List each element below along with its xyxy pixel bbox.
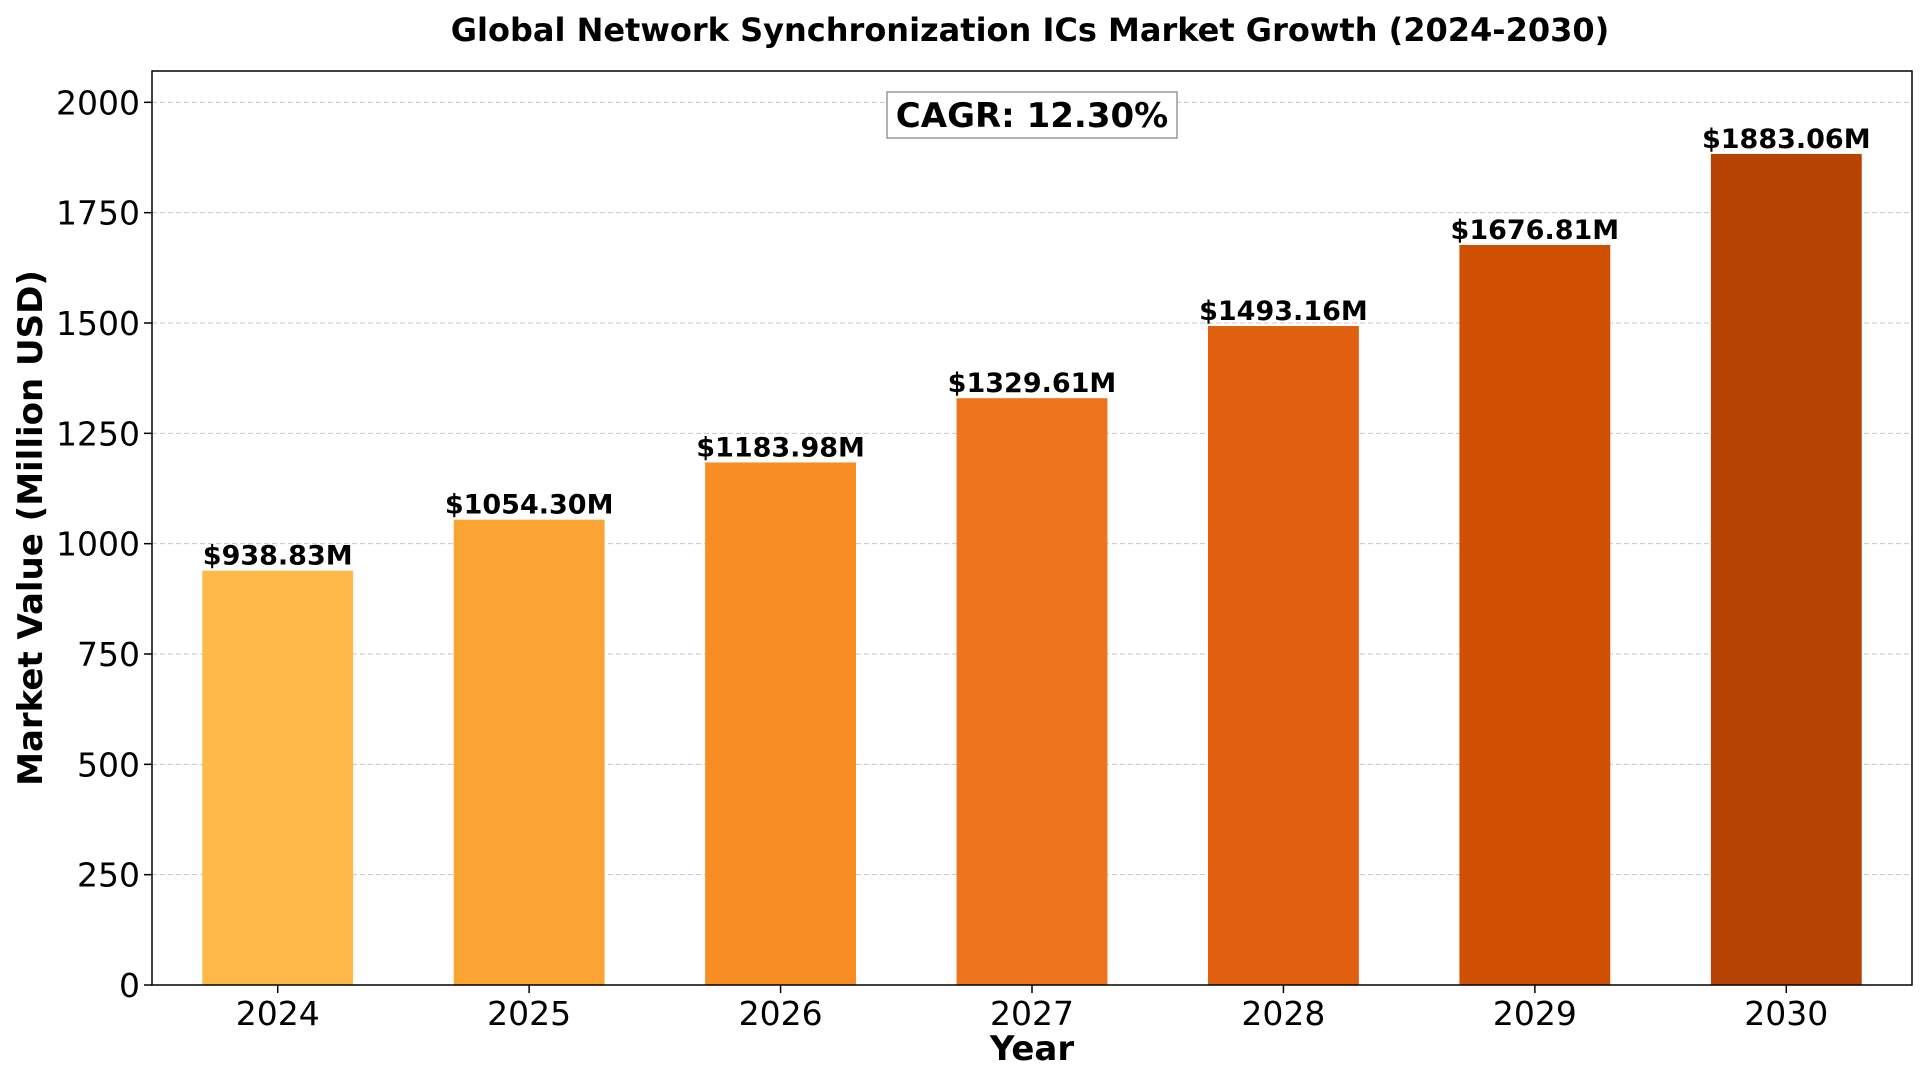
y-tick-label: 750 [77, 635, 140, 674]
y-tick-label: 0 [119, 966, 140, 1005]
bar-2028 [1208, 326, 1359, 986]
cagr-annotation: CAGR: 12.30% [886, 91, 1178, 139]
y-tick-label: 1250 [56, 414, 140, 453]
y-tick-label: 2000 [56, 83, 140, 122]
bar-2024 [202, 570, 354, 985]
y-tick-label: 250 [77, 856, 140, 895]
value-label-2025: $1054.30M [445, 490, 614, 521]
chart-title: Global Network Synchronization ICs Marke… [451, 11, 1610, 49]
y-tick-label: 1000 [56, 525, 140, 564]
bar-2026 [705, 462, 856, 985]
x-tick-label: 2024 [236, 994, 320, 1033]
bar-2029 [1459, 244, 1611, 985]
x-axis-ticks: 2024 2025 2026 2027 2028 2029 2030 [236, 985, 1828, 1033]
y-tick-label: 1750 [56, 194, 140, 233]
value-label-2030: $1883.06M [1702, 124, 1871, 155]
bars [202, 153, 1862, 986]
y-tick-label: 1500 [56, 304, 140, 343]
x-tick-label: 2030 [1744, 994, 1828, 1033]
x-tick-label: 2028 [1241, 994, 1325, 1033]
y-axis-label: Market Value (Million USD) [11, 270, 51, 786]
x-tick-label: 2027 [990, 994, 1074, 1033]
x-tick-label: 2025 [487, 994, 571, 1033]
y-axis-ticks: 0 250 500 750 1000 1250 1500 1750 2000 [56, 83, 152, 1005]
cagr-text: CAGR: 12.30% [896, 96, 1168, 136]
cagr-box-frame [886, 91, 1178, 139]
value-labels: $938.83M $1054.30M $1183.98M $1329.61M $1493… [203, 124, 1871, 572]
value-label-2029: $1676.81M [1451, 215, 1620, 246]
x-tick-label: 2029 [1493, 994, 1577, 1033]
value-label-2027: $1329.61M [948, 368, 1117, 399]
value-label-2028: $1493.16M [1199, 296, 1368, 327]
bar-2030 [1710, 153, 1862, 985]
x-axis-label: Year [989, 1029, 1075, 1069]
y-tick-label: 500 [77, 745, 140, 784]
bar-2025 [453, 519, 605, 985]
x-tick-label: 2026 [739, 994, 823, 1033]
value-label-2026: $1183.98M [696, 432, 865, 463]
bar-2027 [956, 398, 1108, 985]
value-label-2024: $938.83M [203, 541, 353, 572]
